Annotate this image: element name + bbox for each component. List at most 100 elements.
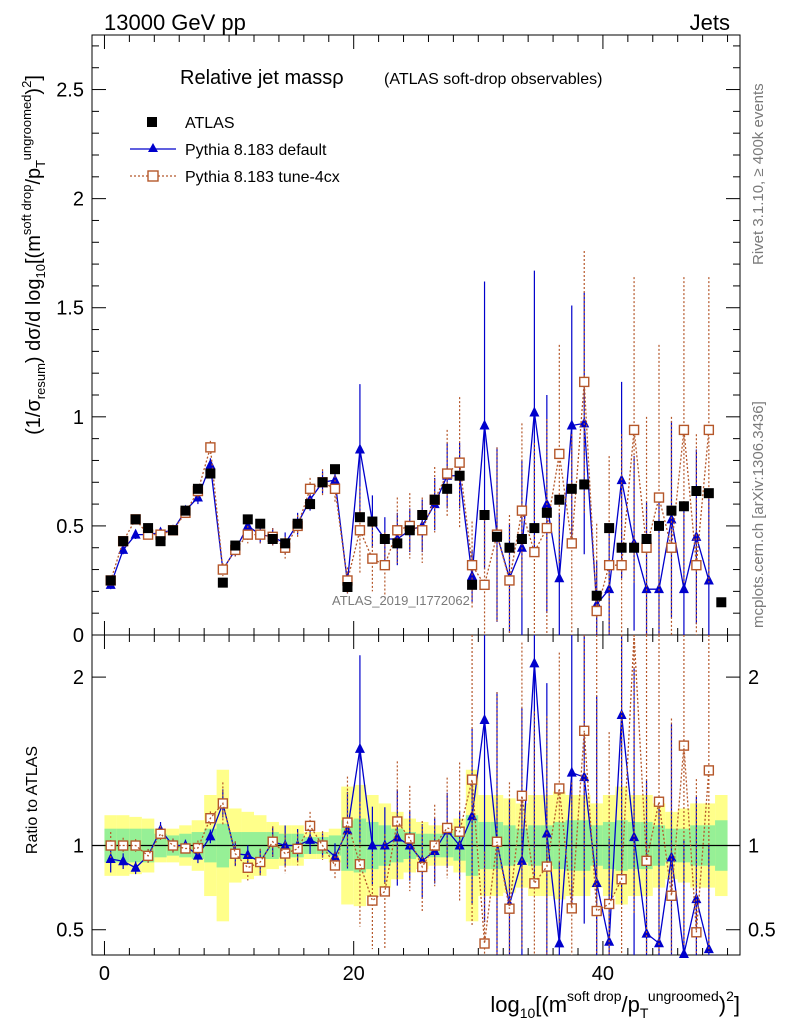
ratio-point bbox=[703, 765, 715, 776]
data-point bbox=[392, 525, 403, 536]
chart-title: Relative jet massρ bbox=[180, 67, 344, 89]
data-point bbox=[304, 483, 316, 495]
data-point bbox=[529, 546, 540, 558]
series-line bbox=[110, 412, 710, 607]
atlas-point bbox=[217, 577, 228, 588]
data-point bbox=[466, 559, 478, 571]
atlas-point bbox=[242, 514, 253, 525]
legend-default-marker bbox=[148, 143, 158, 152]
atlas-point bbox=[305, 499, 316, 510]
data-point bbox=[329, 483, 341, 495]
ratio-point bbox=[280, 839, 291, 850]
data-point bbox=[354, 443, 365, 454]
ratio-point bbox=[479, 713, 490, 724]
atlas-point bbox=[354, 512, 365, 523]
ratio-series-line bbox=[110, 634, 710, 944]
ratio-point bbox=[242, 862, 253, 873]
atlas-point bbox=[654, 520, 664, 531]
ratio-y-tick-label-right: 1 bbox=[748, 836, 759, 858]
atlas-point bbox=[554, 494, 565, 505]
data-point bbox=[242, 519, 253, 530]
atlas-point bbox=[591, 590, 602, 601]
data-point bbox=[529, 406, 540, 417]
atlas-point bbox=[267, 534, 278, 544]
data-point bbox=[130, 528, 141, 539]
legend: ATLAS Pythia 8.183 default Pythia 8.183 … bbox=[130, 115, 340, 186]
atlas-point bbox=[130, 514, 141, 525]
ratio-y-tick-label-right: 2 bbox=[748, 667, 759, 689]
atlas-point bbox=[155, 536, 166, 547]
atlas-point bbox=[716, 597, 727, 608]
atlas-point bbox=[566, 483, 577, 494]
data-point bbox=[566, 419, 577, 430]
atlas-point bbox=[666, 505, 677, 516]
atlas-point bbox=[691, 486, 702, 496]
atlas-point bbox=[467, 579, 478, 590]
ratio-marks bbox=[105, 634, 715, 959]
atlas-point bbox=[529, 523, 540, 534]
ratio-point bbox=[591, 905, 602, 917]
data-point bbox=[479, 419, 490, 430]
atlas-point bbox=[292, 518, 303, 529]
y-tick-label: 0.5 bbox=[56, 516, 84, 538]
legend-4cx-label: Pythia 8.183 tune-4cx bbox=[185, 169, 340, 186]
legend-default-label: Pythia 8.183 default bbox=[185, 142, 327, 159]
ratio-y-axis-label: Ratio to ATLAS bbox=[24, 746, 41, 854]
atlas-point bbox=[317, 477, 328, 488]
data-point bbox=[441, 468, 453, 479]
ratio-y-tick-label-right: 0.5 bbox=[748, 920, 776, 942]
data-point bbox=[591, 605, 602, 617]
ratio-point bbox=[479, 938, 490, 949]
data-point bbox=[504, 575, 515, 586]
x-tick-label: 0 bbox=[99, 963, 110, 985]
data-point bbox=[516, 541, 527, 552]
atlas-point bbox=[541, 507, 552, 518]
rivet-label: Rivet 3.1.10, ≥ 400k events bbox=[750, 83, 767, 265]
ratio-point bbox=[429, 840, 440, 851]
ratio-point bbox=[529, 878, 540, 889]
data-point bbox=[454, 457, 465, 468]
data-point bbox=[554, 448, 565, 460]
data-point bbox=[678, 583, 689, 594]
x-tick-label: 20 bbox=[343, 963, 365, 985]
ratio-y-tick-label: 1 bbox=[73, 836, 84, 858]
ratio-point bbox=[441, 822, 453, 834]
atlas-point bbox=[280, 538, 291, 549]
ratio-point bbox=[516, 790, 528, 801]
atlas-point bbox=[118, 536, 129, 547]
legend-4cx-marker bbox=[147, 170, 159, 182]
data-point bbox=[541, 522, 553, 534]
data-point bbox=[703, 424, 715, 436]
y-tick-label: 2.5 bbox=[56, 80, 84, 102]
ratio-point bbox=[641, 855, 652, 867]
atlas-point bbox=[392, 538, 403, 549]
atlas-point bbox=[255, 518, 266, 529]
legend-atlas-label: ATLAS bbox=[185, 115, 235, 132]
atlas-point bbox=[479, 510, 490, 520]
main-marks bbox=[105, 251, 727, 635]
atlas-point bbox=[230, 540, 241, 551]
atlas-point bbox=[616, 542, 627, 553]
ratio-point bbox=[554, 783, 565, 794]
data-point bbox=[641, 583, 652, 594]
atlas-point bbox=[168, 525, 178, 536]
data-point bbox=[603, 559, 615, 571]
ratio-point bbox=[130, 861, 141, 872]
axis-ticks: 0 0.5 1 1.5 2 2.5 0 20 40 0.5 0.5 1 1 2 2 bbox=[56, 35, 776, 985]
atlas-point bbox=[454, 470, 465, 481]
data-point bbox=[691, 559, 702, 571]
data-point bbox=[479, 579, 490, 591]
ratio-point bbox=[155, 828, 166, 839]
data-point bbox=[417, 525, 428, 536]
data-point bbox=[628, 424, 640, 436]
atlas-point bbox=[429, 494, 440, 505]
atlas-point bbox=[442, 483, 453, 494]
data-point bbox=[666, 542, 677, 553]
data-point bbox=[641, 542, 652, 553]
atlas-point bbox=[516, 534, 527, 544]
y-tick-label: 0 bbox=[73, 625, 84, 647]
data-point bbox=[579, 376, 590, 388]
ratio-point bbox=[354, 742, 365, 753]
atlas-point bbox=[379, 534, 390, 544]
